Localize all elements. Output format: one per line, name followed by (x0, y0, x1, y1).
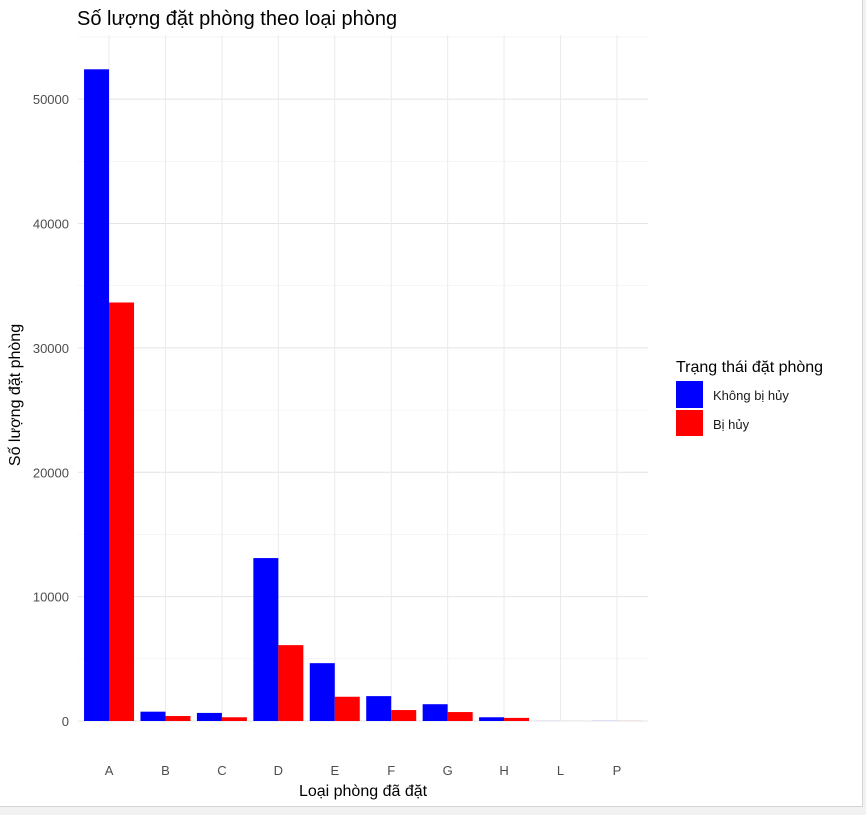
bars (84, 69, 642, 721)
bar-h-khong-bi-huy (479, 717, 505, 721)
bar-g-khong-bi-huy (422, 704, 448, 721)
legend-title: Trạng thái đặt phòng (676, 359, 823, 376)
bar-a-bi-huy (109, 302, 135, 721)
grid-lines (78, 35, 648, 722)
y-tick-label: 0 (62, 714, 69, 729)
y-tick-label: 40000 (33, 217, 69, 232)
chart-title: Số lượng đặt phòng theo loại phòng (77, 8, 397, 30)
bar-a-khong-bi-huy (84, 69, 110, 721)
x-tick-label: E (330, 763, 339, 778)
x-tick-label: H (499, 763, 508, 778)
bar-e-bi-huy (334, 696, 360, 721)
y-tick-label: 30000 (33, 341, 69, 356)
x-tick-label: G (443, 763, 453, 778)
legend-label-khong-bi-huy: Không bị hủy (713, 388, 789, 403)
x-tick-label: L (557, 763, 564, 778)
x-tick-label: C (217, 763, 226, 778)
x-tick-label: A (105, 763, 114, 778)
bar-d-khong-bi-huy (253, 558, 279, 721)
bar-d-bi-huy (278, 645, 304, 721)
x-tick-label: P (613, 763, 622, 778)
legend-swatch-khong-bi-huy (676, 381, 703, 408)
bar-e-khong-bi-huy (309, 663, 335, 721)
bar-c-khong-bi-huy (196, 712, 222, 721)
y-tick-label: 10000 (33, 590, 69, 605)
y-axis-ticks: 0 10000 20000 30000 40000 50000 (33, 92, 69, 729)
legend: Trạng thái đặt phòng Không bị hủy Bị hủy (676, 359, 823, 436)
x-tick-label: B (161, 763, 170, 778)
bar-b-bi-huy (165, 716, 191, 721)
x-axis-title: Loại phòng đã đặt (299, 783, 428, 800)
x-tick-label: F (387, 763, 395, 778)
legend-swatch-bi-huy (676, 410, 703, 436)
bar-b-khong-bi-huy (140, 711, 166, 721)
bar-f-bi-huy (391, 710, 417, 721)
y-tick-label: 50000 (33, 92, 69, 107)
y-axis-title: Số lượng đặt phòng (7, 324, 24, 466)
y-tick-label: 20000 (33, 465, 69, 480)
legend-label-bi-huy: Bị hủy (713, 417, 750, 432)
bar-h-bi-huy (504, 717, 530, 721)
x-tick-label: D (274, 763, 283, 778)
bar-g-bi-huy (447, 712, 473, 721)
bar-c-bi-huy (221, 717, 247, 721)
bar-f-khong-bi-huy (366, 696, 392, 721)
